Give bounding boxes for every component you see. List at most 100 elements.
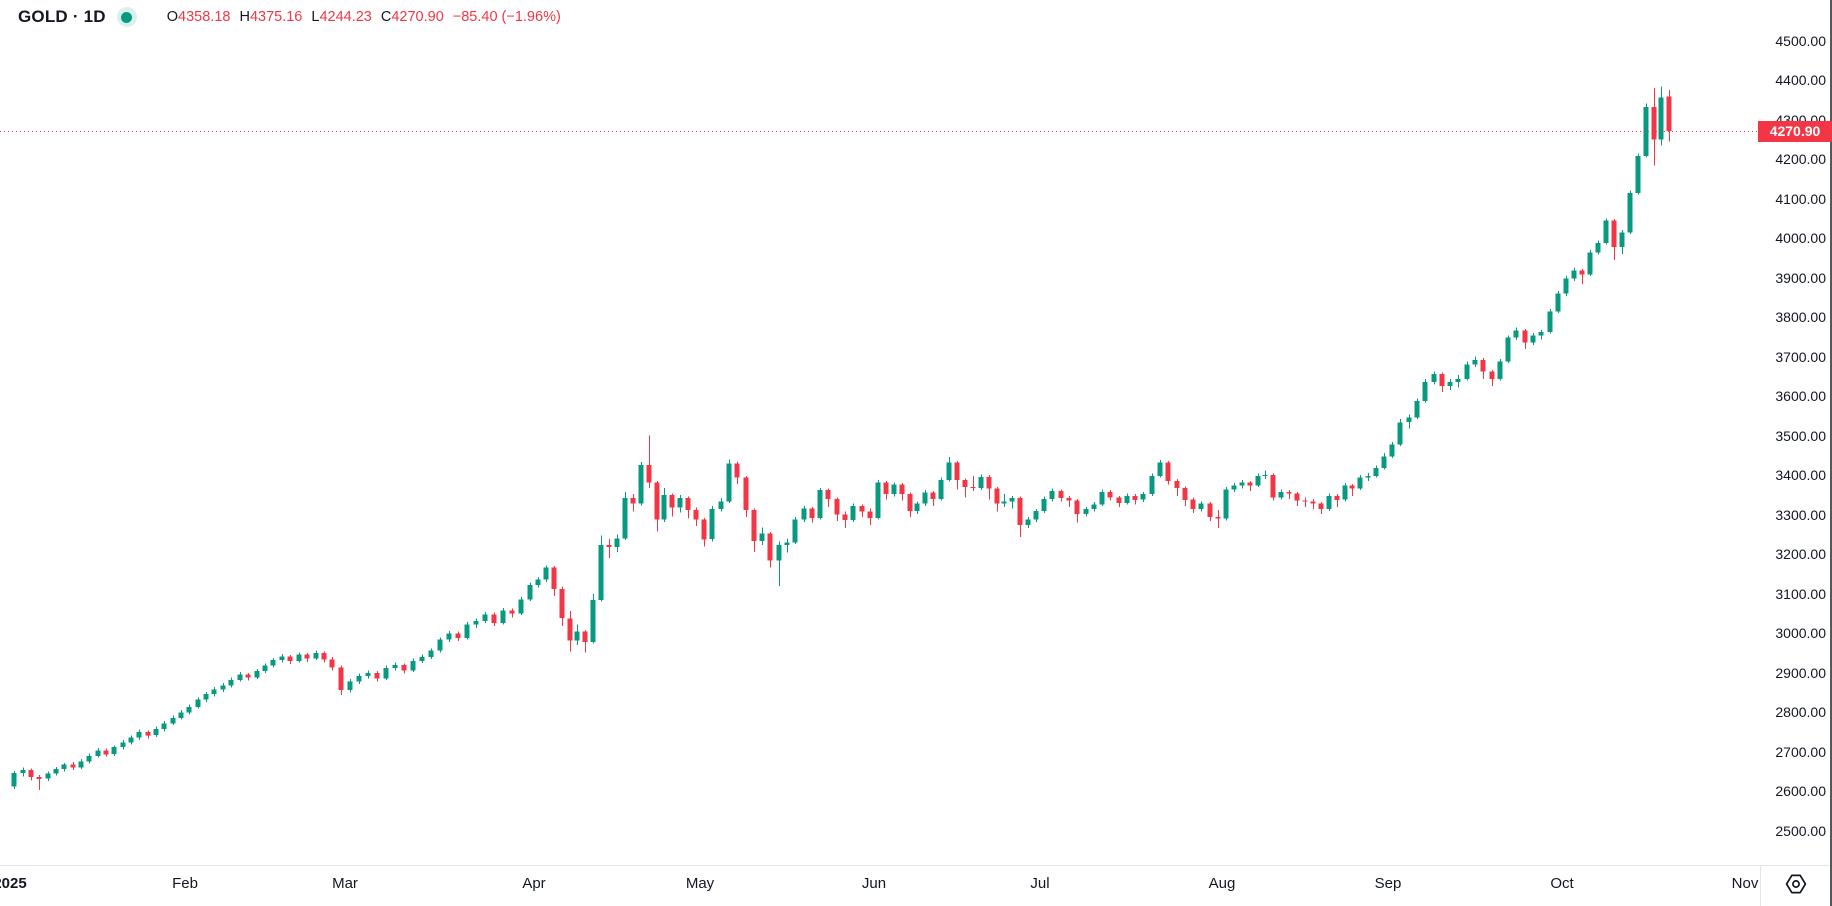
candle-body — [455, 633, 461, 638]
candle-body — [211, 689, 217, 695]
candle-body — [693, 510, 699, 520]
candle-body — [1066, 498, 1072, 501]
time-tick-label: Aug — [1208, 875, 1236, 892]
candle-body — [500, 610, 506, 623]
candle-body — [859, 506, 865, 512]
candle-body — [1643, 106, 1649, 156]
candle-body — [551, 567, 557, 589]
candle-body — [701, 519, 707, 540]
candle-body — [482, 614, 488, 621]
candle-body — [1365, 476, 1371, 478]
time-tick-label: Jun — [861, 875, 887, 892]
candle-body — [907, 494, 913, 511]
candle-body — [543, 567, 549, 580]
candle-body — [365, 672, 371, 676]
candle-body — [1627, 193, 1633, 233]
candle-body — [875, 482, 881, 518]
price-tick-label: 3400.00 — [1775, 467, 1826, 484]
candle-body — [1414, 400, 1420, 418]
candle-body — [1406, 417, 1412, 423]
candle-body — [1278, 491, 1284, 498]
candle-body — [582, 631, 588, 642]
candle-body — [1165, 462, 1171, 481]
chart-settings-icon[interactable] — [1785, 873, 1807, 895]
candle-body — [891, 484, 897, 495]
candle-body — [574, 631, 580, 641]
candle-body — [1611, 220, 1617, 247]
price-axis[interactable]: 4500.00 4400.00 4300.00 4200.00 4100.00 4000.… — [1760, 0, 1832, 866]
candle-body — [850, 506, 856, 521]
candle-body — [1025, 519, 1031, 525]
price-tick-label: 3700.00 — [1775, 348, 1826, 365]
candle-body — [1041, 498, 1047, 511]
candle-body — [598, 544, 604, 601]
candle-body — [1124, 495, 1130, 503]
candle-body — [1033, 510, 1039, 520]
candle-body — [825, 490, 831, 499]
candle-body — [559, 589, 565, 619]
candle-body — [120, 742, 126, 748]
candle-body — [446, 633, 452, 640]
candle-body — [1357, 477, 1363, 489]
candle-body — [410, 661, 416, 671]
candle-body — [1255, 476, 1261, 486]
candle-body — [759, 533, 765, 541]
candle-body — [70, 764, 76, 768]
high-label: H — [239, 9, 250, 25]
market-status-icon[interactable] — [116, 7, 137, 27]
price-tick-label: 3500.00 — [1775, 427, 1826, 444]
candle-body — [1497, 361, 1503, 379]
symbol-ohlc-header: GOLD · 1D O 4358.18 H 4375.16 L 4244.23 C 42… — [18, 7, 561, 27]
candle-body — [509, 610, 515, 614]
candle-body — [136, 732, 142, 738]
price-tick-label: 2700.00 — [1775, 743, 1826, 760]
candle-body — [606, 544, 612, 548]
candle-body — [899, 484, 905, 495]
candle-body — [726, 463, 732, 502]
candle-body — [1149, 476, 1155, 495]
symbol-title[interactable]: GOLD · 1D — [18, 7, 106, 26]
candle-body — [994, 488, 1000, 504]
candle-body — [1651, 106, 1657, 140]
close-value: 4270.90 — [391, 9, 444, 25]
candle-body — [1342, 485, 1348, 500]
time-tick-label: May — [685, 875, 715, 892]
candle-body — [954, 462, 960, 480]
time-tick-label: Apr — [522, 875, 546, 892]
candlestick-chart-pane[interactable] — [0, 0, 1760, 866]
price-tick-label: 3000.00 — [1775, 625, 1826, 642]
candle-body — [792, 519, 798, 543]
candles-series — [11, 86, 1672, 790]
candle-body — [1083, 509, 1089, 514]
candle-body — [1538, 332, 1544, 336]
time-tick-label: Nov — [1731, 875, 1759, 892]
candle-body — [809, 508, 815, 518]
price-tick-label: 4500.00 — [1775, 32, 1826, 49]
candle-body — [1422, 382, 1428, 401]
candle-body — [356, 676, 362, 682]
candle-body — [1666, 96, 1672, 131]
candle-body — [279, 656, 285, 661]
candle-body — [304, 654, 310, 659]
candle-body — [11, 773, 17, 787]
price-tick-label: 4000.00 — [1775, 230, 1826, 247]
axis-corner-separator — [1760, 866, 1761, 906]
candle-body — [254, 670, 260, 678]
open-label: O — [166, 9, 179, 25]
price-tick-label: 2500.00 — [1775, 822, 1826, 839]
candle-body — [751, 510, 757, 541]
candle-body — [53, 769, 59, 774]
price-tick-label: 3900.00 — [1775, 269, 1826, 286]
candle-body — [262, 665, 268, 671]
candle-body — [1472, 359, 1478, 365]
time-axis[interactable]: 2025 Feb Mar Apr May Jun Jul Aug Sep Oct Nov — [0, 866, 1760, 906]
candle-body — [401, 664, 407, 671]
candle-body — [228, 679, 234, 686]
candle-body — [1431, 374, 1437, 382]
candle-body — [28, 770, 34, 778]
candle-body — [1464, 364, 1470, 379]
candle-body — [567, 618, 573, 641]
time-axis-separator — [0, 865, 1832, 866]
price-tick-label: 2600.00 — [1775, 783, 1826, 800]
